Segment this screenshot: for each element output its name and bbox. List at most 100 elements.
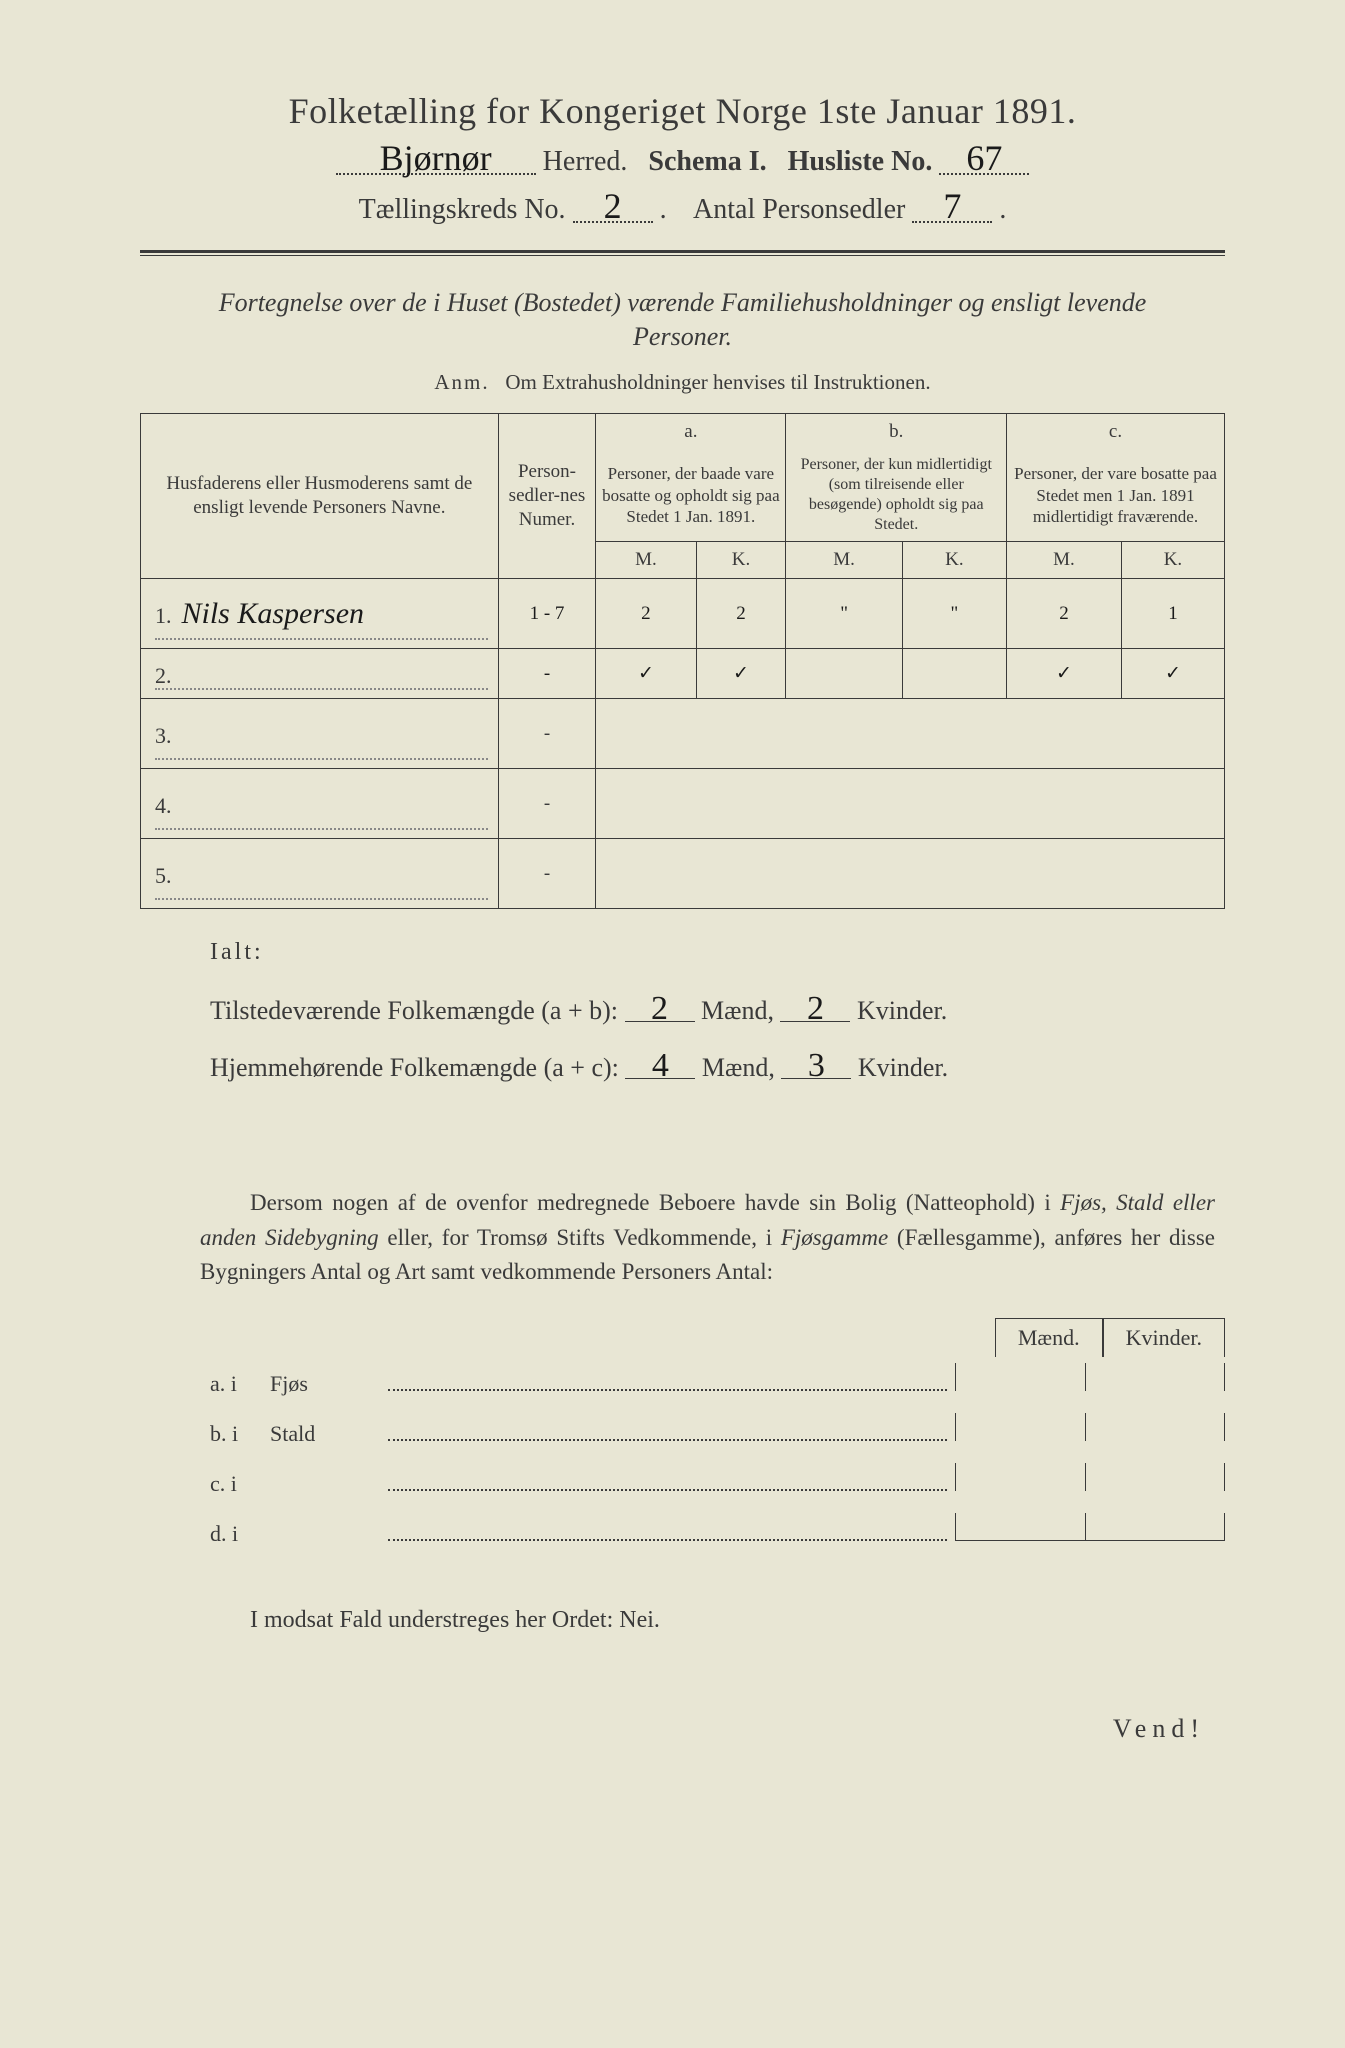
totals-block: Tilstedeværende Folkemængde (a + b): 2 M… bbox=[210, 982, 1225, 1096]
row-num: 2. bbox=[155, 663, 172, 688]
row-num: 5. bbox=[155, 863, 172, 888]
husliste-label: Husliste No. bbox=[788, 146, 933, 177]
nei-line: I modsat Fald understreges her Ordet: Ne… bbox=[250, 1607, 1225, 1634]
header-line-3: Tællingskreds No. 2 . Antal Personsedler… bbox=[140, 192, 1225, 226]
dotted-line bbox=[388, 1421, 947, 1441]
col-c-letter: c. bbox=[1007, 413, 1225, 449]
table-row: 5. - bbox=[141, 839, 1225, 909]
cell bbox=[902, 649, 1006, 699]
cell-empty bbox=[596, 699, 1225, 769]
kvinder-label: Kvinder. bbox=[857, 996, 947, 1025]
antal-value: 7 bbox=[912, 192, 992, 223]
annotation: Anm. Om Extrahusholdninger henvises til … bbox=[140, 370, 1225, 395]
building-rows: a. i Fjøs b. i Stald c. i d. i bbox=[210, 1363, 1225, 1547]
col-a-k: K. bbox=[696, 542, 786, 579]
census-form-page: Folketælling for Kongeriget Norge 1ste J… bbox=[0, 0, 1345, 2048]
totals-line-ac: Hjemmehørende Folkemængde (a + c): 4 Mæn… bbox=[210, 1039, 1225, 1096]
table-body: 1. Nils Kaspersen 1 - 7 2 2 " " 2 1 2. - … bbox=[141, 579, 1225, 909]
building-lbl: d. i bbox=[210, 1521, 270, 1547]
col-a-m: M. bbox=[596, 542, 696, 579]
table-row: 3. - bbox=[141, 699, 1225, 769]
col-b-k: K. bbox=[902, 542, 1006, 579]
cell: ✓ bbox=[1007, 649, 1122, 699]
col-c-k: K. bbox=[1121, 542, 1224, 579]
cell: 2 bbox=[696, 579, 786, 649]
col-c: Personer, der vare bosatte paa Stedet me… bbox=[1007, 449, 1225, 542]
totals-line-ab: Tilstedeværende Folkemængde (a + b): 2 M… bbox=[210, 982, 1225, 1039]
building-header: Mænd. Kvinder. bbox=[210, 1318, 1225, 1357]
cell-empty bbox=[596, 769, 1225, 839]
herred-value: Bjørnør bbox=[336, 144, 536, 175]
row-num: 1. bbox=[155, 603, 172, 628]
paragraph: Dersom nogen af de ovenfor medregnede Be… bbox=[200, 1186, 1215, 1290]
page-title: Folketælling for Kongeriget Norge 1ste J… bbox=[140, 90, 1225, 132]
totals-ab-m: 2 bbox=[625, 997, 695, 1022]
building-lbl: a. i bbox=[210, 1371, 270, 1397]
cell: ✓ bbox=[696, 649, 786, 699]
anm-text: Om Extrahusholdninger henvises til Instr… bbox=[505, 370, 930, 394]
kvinder-label: Kvinder. bbox=[858, 1053, 948, 1082]
maend-header: Mænd. bbox=[995, 1318, 1103, 1357]
row-num: 3. bbox=[155, 723, 172, 748]
ialt-label: Ialt: bbox=[210, 939, 1225, 966]
building-cat: Stald bbox=[270, 1421, 380, 1447]
building-lbl: b. i bbox=[210, 1421, 270, 1447]
table-row: 1. Nils Kaspersen 1 - 7 2 2 " " 2 1 bbox=[141, 579, 1225, 649]
schema-label: Schema I. bbox=[648, 146, 766, 177]
table-row: 2. - ✓ ✓ ✓ ✓ bbox=[141, 649, 1225, 699]
kreds-label: Tællingskreds No. bbox=[359, 194, 566, 225]
header-line-2: Bjørnør Herred. Schema I. Husliste No. 6… bbox=[140, 144, 1225, 178]
building-row: c. i bbox=[210, 1463, 1225, 1497]
cell: - bbox=[498, 839, 596, 909]
cell: ✓ bbox=[1121, 649, 1224, 699]
husliste-value: 67 bbox=[939, 144, 1029, 175]
cell bbox=[786, 649, 902, 699]
totals-ac-m: 4 bbox=[625, 1054, 695, 1079]
antal-label: Antal Personsedler bbox=[693, 194, 905, 225]
totals-ac-label: Hjemmehørende Folkemængde (a + c): bbox=[210, 1053, 619, 1082]
cell: 2 bbox=[596, 579, 696, 649]
row-num: 4. bbox=[155, 793, 172, 818]
table-row: 4. - bbox=[141, 769, 1225, 839]
building-row: d. i bbox=[210, 1513, 1225, 1547]
vend-label: Vend! bbox=[140, 1714, 1205, 1744]
subtitle: Fortegnelse over de i Huset (Bostedet) v… bbox=[180, 286, 1185, 354]
col-a-letter: a. bbox=[596, 413, 786, 449]
row-name: Nils Kaspersen bbox=[182, 597, 365, 630]
cell-empty bbox=[596, 839, 1225, 909]
cell: - bbox=[498, 699, 596, 769]
maend-label: Mænd, bbox=[702, 1053, 775, 1082]
col-b: Personer, der kun midlertidigt (som tilr… bbox=[786, 449, 1007, 542]
cell: 2 bbox=[1007, 579, 1122, 649]
herred-label: Herred. bbox=[543, 146, 628, 177]
cell: 1 bbox=[1121, 579, 1224, 649]
household-table: Husfaderens eller Husmoderens samt de en… bbox=[140, 413, 1225, 910]
dotted-line bbox=[388, 1471, 947, 1491]
col-b-m: M. bbox=[786, 542, 902, 579]
col-num: Person-sedler-nes Numer. bbox=[498, 413, 596, 579]
divider bbox=[140, 250, 1225, 256]
cell: " bbox=[786, 579, 902, 649]
cell: ✓ bbox=[596, 649, 696, 699]
col-c-m: M. bbox=[1007, 542, 1122, 579]
totals-ab-label: Tilstedeværende Folkemængde (a + b): bbox=[210, 996, 618, 1025]
building-row: b. i Stald bbox=[210, 1413, 1225, 1447]
kvinder-header: Kvinder. bbox=[1103, 1318, 1225, 1357]
anm-prefix: Anm. bbox=[434, 370, 489, 394]
col-name: Husfaderens eller Husmoderens samt de en… bbox=[141, 413, 499, 579]
cell: 1 - 7 bbox=[498, 579, 596, 649]
col-b-letter: b. bbox=[786, 413, 1007, 449]
kreds-value: 2 bbox=[573, 192, 653, 223]
cell: " bbox=[902, 579, 1006, 649]
building-row: a. i Fjøs bbox=[210, 1363, 1225, 1397]
totals-ab-k: 2 bbox=[780, 997, 850, 1022]
totals-ac-k: 3 bbox=[781, 1054, 851, 1079]
cell: - bbox=[498, 649, 596, 699]
building-lbl: c. i bbox=[210, 1471, 270, 1497]
maend-label: Mænd, bbox=[701, 996, 774, 1025]
col-a: Personer, der baade vare bosatte og opho… bbox=[596, 449, 786, 542]
dotted-line bbox=[388, 1521, 947, 1541]
dotted-line bbox=[388, 1371, 947, 1391]
building-cat: Fjøs bbox=[270, 1371, 380, 1397]
cell: - bbox=[498, 769, 596, 839]
